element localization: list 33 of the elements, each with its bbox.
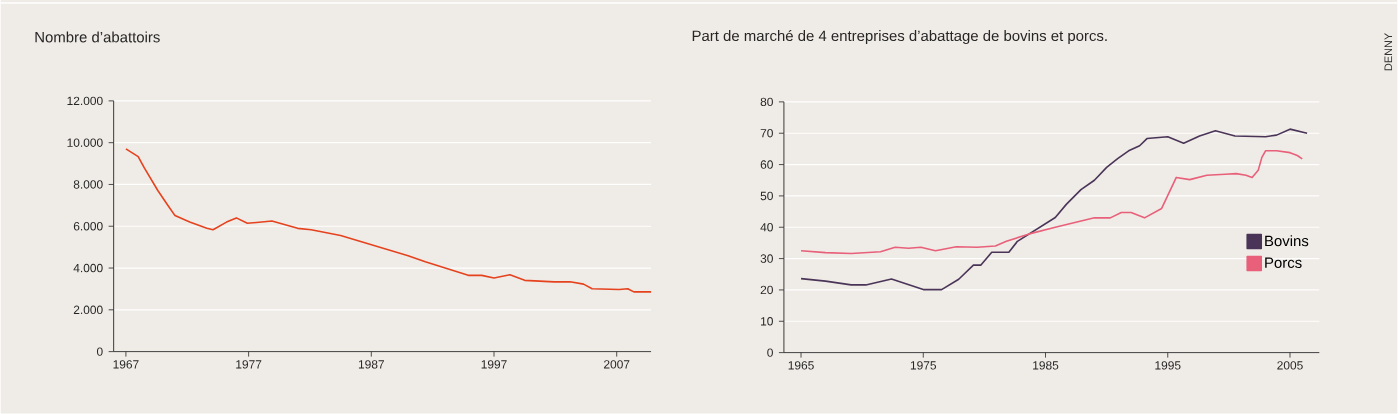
- y-tick-label: 6.000: [73, 222, 103, 231]
- y-tick-label: 10.000: [67, 138, 103, 148]
- y-tick-label: 80: [760, 97, 773, 107]
- y-tick-label: 4.000: [73, 264, 103, 273]
- x-tick-label: 1965: [788, 361, 814, 370]
- legend-label: Bovins: [1265, 235, 1309, 247]
- text: DENNY: [1384, 33, 1393, 71]
- x-tick-label: 1985: [1033, 361, 1059, 370]
- y-tick-label: 2.000: [73, 305, 103, 315]
- y-tick-label: 12.000: [67, 96, 103, 106]
- x-tick-label: 2007: [604, 360, 630, 369]
- x-tick-label: 1977: [236, 360, 262, 369]
- x-tick-label: 2005: [1277, 361, 1303, 370]
- chart-title: Nombre d’abattoirs: [35, 31, 160, 43]
- y-tick-label: 8.000: [73, 180, 103, 189]
- y-tick-label: 0: [96, 347, 103, 357]
- y-tick-label: 10: [761, 317, 773, 326]
- x-tick-label: 1975: [910, 361, 937, 370]
- x-tick-label: 1997: [481, 360, 507, 369]
- y-tick-label: 0: [767, 348, 773, 358]
- y-tick-label: 60: [760, 160, 773, 170]
- y-tick-label: 70: [760, 129, 773, 138]
- line-series: [125, 148, 652, 293]
- x-tick-label: 1987: [358, 360, 384, 369]
- x-tick-label: 1967: [113, 360, 139, 369]
- y-tick-label: 50: [760, 191, 773, 201]
- legend-label: Porcs: [1265, 257, 1302, 269]
- y-tick-label: 30: [760, 254, 773, 264]
- chart-title: Part de marché de 4 entreprises d’abattage de bovins et porcs.: [692, 30, 1107, 45]
- y-tick-label: 40: [760, 223, 773, 232]
- line-series: [800, 128, 1308, 291]
- x-tick-label: 1995: [1155, 361, 1181, 370]
- y-tick-label: 20: [760, 285, 773, 295]
